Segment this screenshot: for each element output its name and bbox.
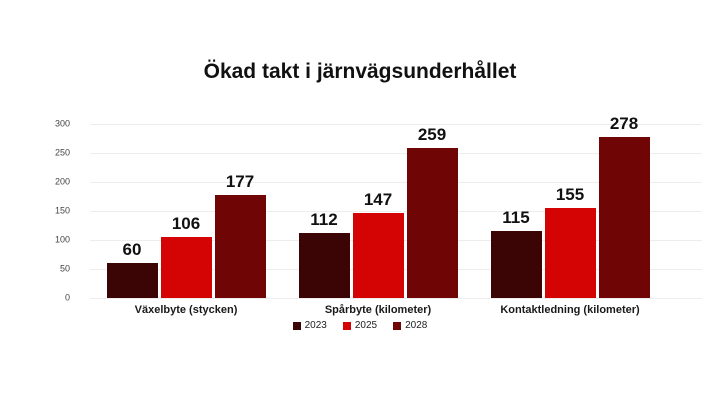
legend-item-2028: 2028: [393, 321, 427, 331]
bar-2023-2: 112: [298, 210, 350, 298]
y-tick-label-150: 150: [54, 205, 70, 216]
gridline-200: [90, 182, 702, 183]
bar-value-label: 155: [555, 185, 585, 205]
bar-value-label: 112: [310, 210, 338, 230]
chart-title: Ökad takt i järnvägsunderhållet: [203, 60, 517, 83]
bar-2028-3: 278: [598, 114, 650, 298]
gridline-250: [90, 153, 702, 154]
category-label-3: Kontaktledning (kilometer): [500, 304, 640, 316]
bar-value-label: 60: [122, 240, 142, 260]
plot-area: 0 50 100 150 200 250 300 60 106 177 112 147 259 115 1…: [55, 114, 702, 302]
y-tick-label-0: 0: [64, 292, 70, 303]
bar-2025-2: 147: [352, 190, 404, 298]
gridline-0: [90, 298, 702, 299]
bar-2023-1: 60: [106, 240, 158, 298]
bar-2025-3: 155: [544, 185, 596, 298]
y-tick-label-200: 200: [54, 176, 70, 187]
legend-swatch-2028: [393, 322, 402, 330]
legend-label-2023: 2023: [304, 320, 327, 331]
legend-swatch-2023: [292, 322, 301, 330]
category-label-1: Växelbyte (stycken): [134, 304, 238, 316]
bar-value-label: 278: [609, 113, 639, 133]
y-tick-label-50: 50: [59, 263, 70, 274]
legend: 2023 2025 2028: [23, 321, 697, 331]
y-tick-label-250: 250: [54, 147, 70, 158]
bar-2023-3: 115: [490, 208, 542, 298]
legend-label-2025: 2025: [354, 320, 378, 331]
y-tick-label-100: 100: [54, 234, 70, 245]
bar-2025-1: 106: [160, 214, 212, 298]
bar-value-label: 147: [363, 189, 393, 209]
bar-2028-2: 259: [406, 125, 458, 298]
bar-group-1: 60 106 177: [90, 124, 282, 298]
legend-swatch-2025: [342, 322, 351, 330]
legend-label-2028: 2028: [405, 320, 428, 331]
legend-item-2025: 2025: [342, 320, 378, 331]
bar-value-label: 259: [417, 124, 447, 144]
gridline-300: [90, 124, 702, 125]
category-label-2: Spårbyte (kilometer): [324, 304, 432, 316]
bars-layer: 60 106 177 112 147 259 115 155 278: [90, 114, 666, 298]
bar-2028-1: 177: [214, 172, 266, 298]
bar-value-label: 115: [502, 208, 530, 228]
gridline-150: [90, 211, 702, 212]
bar-value-label: 177: [225, 172, 255, 192]
legend-item-2023: 2023: [292, 320, 327, 331]
bar-value-label: 106: [171, 213, 201, 233]
bar-group-2: 112 147 259: [282, 124, 474, 298]
y-tick-label-300: 300: [54, 118, 70, 129]
bar-group-3: 115 155 278: [474, 114, 666, 298]
x-axis-category-labels: Växelbyte (stycken) Spårbyte (kilometer) K…: [90, 304, 666, 316]
